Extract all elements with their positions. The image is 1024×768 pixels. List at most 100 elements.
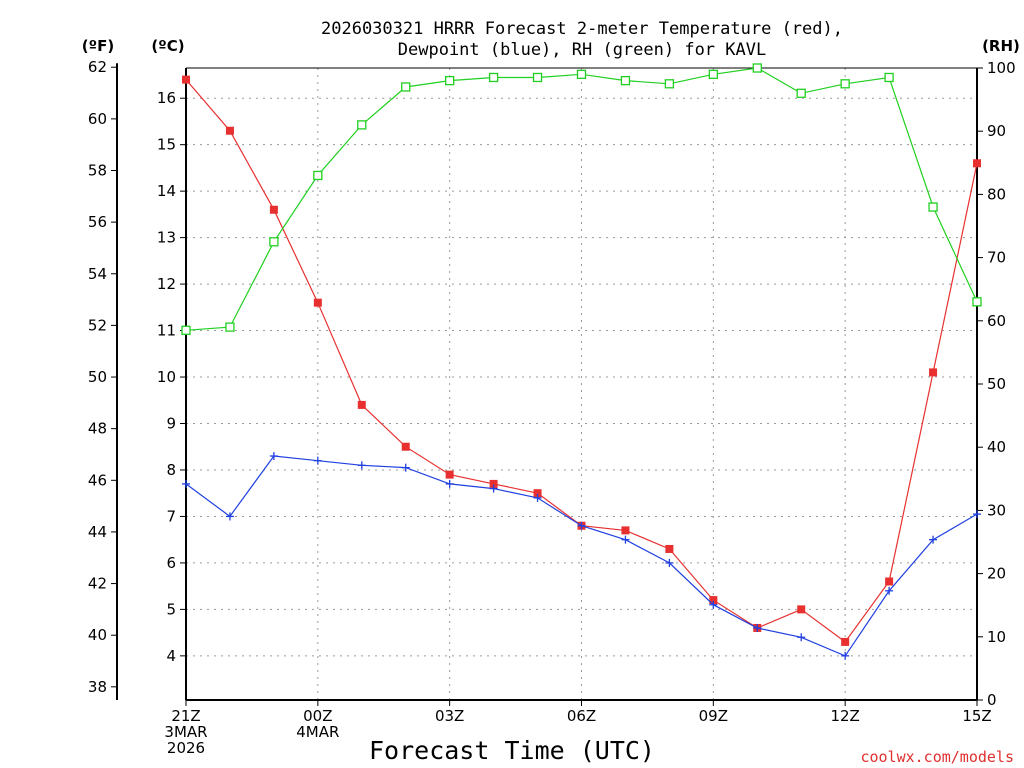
rh-tick-label: 10: [987, 628, 1006, 646]
temperature-point: [533, 489, 542, 498]
temperature-point: [665, 544, 674, 553]
fahrenheit-tick-label: 48: [88, 420, 107, 438]
x-axis-label: Forecast Time (UTC): [369, 736, 655, 765]
celsius-tick-label: 8: [166, 461, 176, 479]
celsius-tick-label: 11: [157, 322, 176, 340]
dewpoint-point: [445, 479, 454, 488]
dewpoint-point: [182, 479, 190, 488]
tick-labels: 3840424446485052545658606245678910111213…: [88, 58, 1016, 757]
chart-title: 2026030321 HRRR Forecast 2-meter Tempera…: [321, 19, 843, 39]
rh-point: [664, 79, 675, 89]
temperature-point: [182, 75, 190, 84]
fahrenheit-tick-label: 40: [88, 626, 107, 644]
fahrenheit-tick-label: 60: [88, 110, 107, 128]
temperature-point: [929, 368, 938, 377]
dewpoint-point: [709, 600, 718, 609]
fahrenheit-tick-label: 44: [88, 523, 107, 541]
rh-unit-label: (RH): [982, 37, 1020, 55]
dewpoint-point: [489, 484, 498, 493]
celsius-tick-label: 16: [157, 89, 176, 107]
rh-point: [972, 297, 982, 307]
dewpoint-point: [841, 651, 850, 660]
temperature-point: [709, 596, 718, 605]
temperature-point: [621, 526, 630, 535]
temperature-point: [313, 298, 322, 307]
temperature-line: [185, 79, 978, 643]
celsius-tick-label: 9: [166, 415, 176, 433]
fahrenheit-unit-label: (ºF): [82, 37, 114, 55]
x-tick-label: 12Z: [830, 707, 859, 725]
temperature-point: [225, 126, 234, 135]
rh-point: [532, 72, 543, 83]
x-tick-label: 2026: [167, 739, 205, 757]
x-tick-label: 4MAR: [296, 723, 339, 741]
rh-tick-label: 80: [987, 185, 1006, 203]
x-tick-label: 06Z: [567, 707, 596, 725]
dewpoint-point: [225, 512, 234, 521]
rh-point: [269, 237, 279, 247]
dewpoint-point: [753, 623, 762, 632]
fahrenheit-tick-label: 46: [88, 471, 107, 489]
rh-point: [313, 170, 323, 181]
x-tick-label: 09Z: [699, 707, 728, 725]
temperature-point: [401, 442, 410, 451]
dewpoint-point: [621, 535, 630, 544]
rh-point: [884, 72, 894, 83]
dewpoint-point: [973, 510, 981, 519]
rh-point: [488, 72, 499, 83]
celsius-tick-label: 15: [157, 136, 176, 154]
rh-tick-label: 100: [987, 59, 1016, 77]
rh-point: [928, 202, 938, 212]
x-tick-label: 03Z: [435, 707, 464, 725]
rh-point: [445, 75, 455, 86]
rh-point: [357, 120, 367, 130]
rh-point: [401, 82, 411, 92]
rh-point: [225, 322, 235, 332]
grid-lines: [186, 68, 977, 700]
celsius-tick-label: 13: [157, 229, 176, 247]
rh-point: [576, 69, 587, 79]
rh-tick-label: 70: [987, 249, 1006, 267]
x-tick-label: 3MAR: [164, 723, 207, 741]
dewpoint-point: [885, 586, 894, 595]
credit-link[interactable]: coolwx.com/models: [860, 748, 1014, 766]
rh-tick-label: 50: [987, 375, 1006, 393]
temperature-point: [445, 470, 454, 479]
rh-tick-label: 20: [987, 565, 1006, 583]
celsius-tick-label: 12: [157, 275, 176, 293]
fahrenheit-tick-label: 42: [88, 575, 107, 593]
fahrenheit-tick-label: 58: [88, 161, 107, 179]
x-tick-label: 15Z: [962, 707, 991, 725]
rh-line: [185, 67, 978, 331]
rh-tick-label: 60: [987, 312, 1006, 330]
dewpoint-point: [401, 463, 410, 472]
celsius-tick-label: 14: [157, 182, 176, 200]
rh-tick-label: 0: [987, 691, 997, 709]
dewpoint-line: [185, 455, 978, 657]
celsius-tick-label: 6: [166, 554, 176, 572]
rh-point: [840, 79, 850, 89]
celsius-tick-label: 7: [166, 507, 176, 525]
chart-title-line2: Dewpoint (blue), RH (green) for KAVL: [398, 40, 766, 60]
dewpoint-point: [665, 558, 674, 567]
fahrenheit-tick-label: 50: [88, 368, 107, 386]
x-tick-label: 21Z: [171, 707, 200, 725]
rh-point: [796, 88, 806, 98]
rh-point: [181, 325, 191, 335]
temperature-point: [269, 205, 278, 214]
fahrenheit-tick-label: 38: [88, 678, 107, 696]
celsius-tick-label: 4: [166, 647, 176, 665]
dewpoint-point: [577, 521, 586, 530]
dewpoint-point: [797, 633, 806, 642]
temperature-point: [841, 637, 850, 646]
fahrenheit-tick-label: 54: [88, 265, 107, 283]
dewpoint-point: [313, 456, 322, 465]
celsius-unit-label: (ºC): [151, 37, 184, 55]
rh-tick-label: 90: [987, 122, 1006, 140]
rh-tick-label: 40: [987, 438, 1006, 456]
temperature-point: [973, 159, 981, 168]
x-tick-label: 00Z: [303, 707, 332, 725]
fahrenheit-tick-label: 62: [88, 58, 107, 76]
dewpoint-point: [269, 452, 278, 461]
